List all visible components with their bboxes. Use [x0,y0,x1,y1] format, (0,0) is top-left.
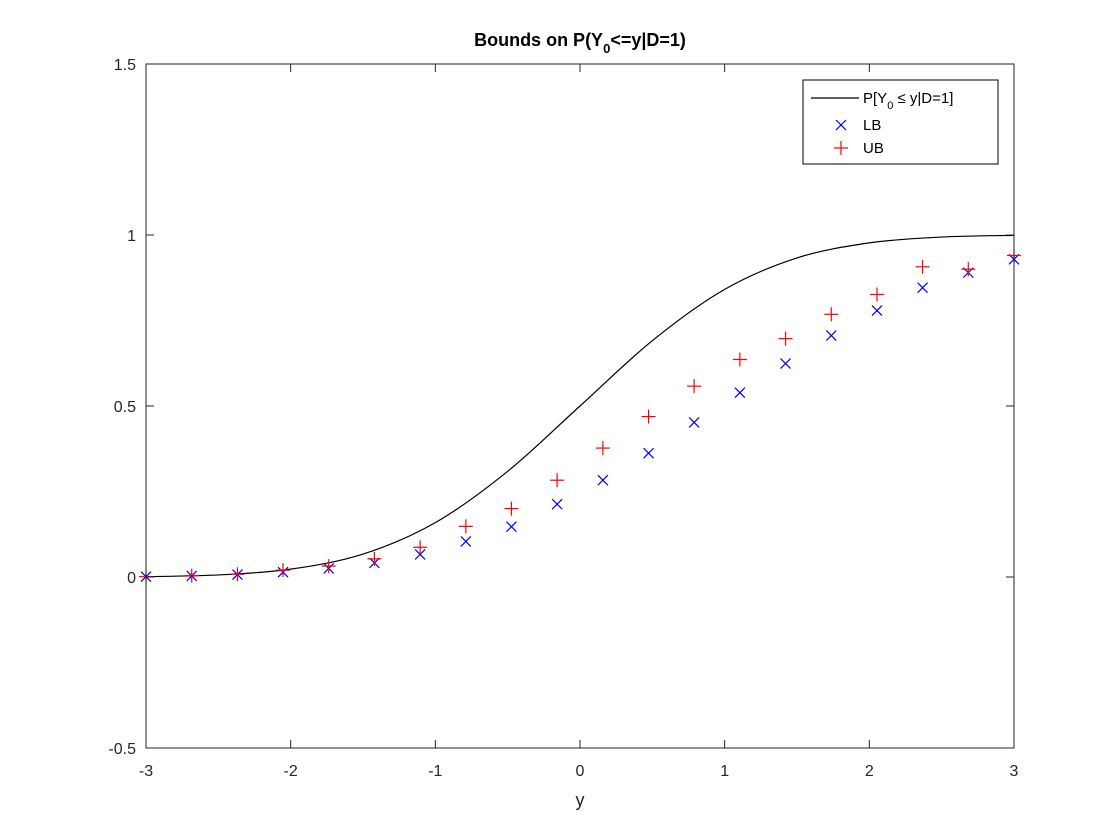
legend-label-cdf-subscript: 0 [887,100,893,112]
lb-marker-stroke-b [734,387,746,399]
x-tick-label: -3 [139,763,153,780]
lb-marker-stroke-b [551,498,563,510]
legend-label-cdf: P[Y0 ≤ y|D=1] [863,90,953,112]
ub-marker [367,551,382,566]
series-line-cdf [145,234,1015,578]
ub-marker [321,559,336,574]
lb-marker-stroke-b [506,521,517,533]
lb-marker [551,498,563,510]
ub-marker [275,563,290,578]
ub-marker [413,540,428,555]
ub-marker [641,409,656,424]
lb-marker-stroke-b [597,474,609,486]
ub-marker [824,307,839,322]
tick-labels: -3 -2 -1 0 1 2 3 -0.5 0 0.5 1 1.5 [108,57,1018,780]
x-tick-label: -2 [284,763,298,780]
chart-title-main: Bounds on P(Y [474,30,603,50]
y-tick-label: 0.5 [114,399,136,416]
ub-marker [230,567,245,582]
lb-marker-stroke-b [871,305,883,317]
y-tick-label: 1 [127,228,136,245]
legend-marker-ub [834,141,848,155]
lb-marker [871,305,883,317]
lb-marker [917,282,928,294]
lb-marker-stroke-b [688,416,700,428]
chart-title: Bounds on P(Y0<=y|D=1) [474,30,686,56]
x-tick-label: 0 [576,763,585,780]
legend-label-ub: UB [863,140,884,157]
legend-lb-glyph-stroke-b [835,119,847,131]
ub-marker [595,441,610,456]
lb-marker-stroke-b [780,358,791,370]
lb-marker-stroke-b [460,536,472,547]
lb-marker [414,549,426,560]
legend-label-lb: LB [863,117,881,134]
lb-marker [506,521,517,533]
legend-box [802,79,999,165]
lb-marker [734,387,746,399]
lb-marker-stroke-b [917,282,928,294]
ub-marker [687,379,702,394]
x-tick-label: 2 [865,763,874,780]
chart-title-suffix: <=y|D=1) [610,30,686,50]
x-tick-label: -1 [428,763,442,780]
y-tick-label: 0 [127,570,136,587]
ub-marker [915,259,930,274]
legend-lb-glyph [835,119,847,131]
ub-marker [961,262,976,277]
ub-marker [778,331,793,346]
axes-layer [145,63,1015,749]
lb-marker [460,536,472,547]
ub-marker [870,287,885,302]
lb-marker [825,330,837,341]
legend-marker-lb [835,119,847,131]
lb-marker [597,474,609,486]
lb-marker-stroke-b [414,549,426,560]
y-tick-label: 1.5 [114,57,136,74]
chart-title-subscript: 0 [603,41,610,56]
y-tick-label: -0.5 [108,741,136,758]
x-axis-title: y [576,790,585,810]
x-tick-label: 3 [1010,763,1019,780]
lb-marker-stroke-b [643,447,654,459]
lb-marker-stroke-b [825,330,837,341]
ub-marker [732,352,747,367]
ub-marker [458,519,473,534]
ub-marker [550,473,565,488]
legend-label-cdf-main: P[Y [863,90,887,107]
ub-marker [184,568,199,583]
x-tick-label: 1 [720,763,729,780]
legend: P[Y0 ≤ y|D=1] LB UB [802,79,999,165]
lb-marker [780,358,791,370]
data-layer [139,234,1021,584]
legend-label-cdf-suffix: ≤ y|D=1] [893,90,953,107]
legend-ub-glyph [834,141,848,155]
lb-marker [688,416,700,428]
lb-marker [643,447,654,459]
ub-marker [504,501,519,516]
